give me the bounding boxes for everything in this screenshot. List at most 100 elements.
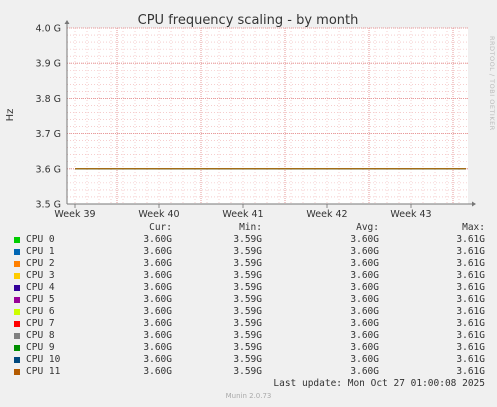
legend-row: CPU 9 3.60G 3.59G 3.60G 3.61G (0, 342, 497, 354)
legend-max-value: 3.61G (456, 330, 485, 341)
y-tick-label: 3.5 G (36, 200, 62, 211)
legend-min-value: 3.59G (233, 330, 262, 341)
legend-series-name: CPU 0 (26, 234, 55, 245)
legend-cur-value: 3.60G (143, 270, 172, 281)
y-axis-label: Hz (5, 109, 16, 122)
legend-avg-value: 3.60G (350, 318, 379, 329)
legend-swatch (14, 273, 20, 279)
grid (67, 27, 468, 205)
legend-cur-value: 3.60G (143, 234, 172, 245)
legend-min-value: 3.59G (233, 294, 262, 305)
legend-series-name: CPU 5 (26, 294, 55, 305)
legend-series-name: CPU 6 (26, 306, 55, 317)
legend-cur-value: 3.60G (143, 366, 172, 377)
legend-swatch (14, 261, 20, 267)
legend-min-value: 3.59G (233, 306, 262, 317)
legend-series-name: CPU 3 (26, 270, 55, 281)
legend-header: Cur: Min: Avg: Max: (0, 222, 497, 234)
legend-avg-value: 3.60G (350, 234, 379, 245)
legend-cur-value: 3.60G (143, 246, 172, 257)
legend-max-value: 3.61G (456, 258, 485, 269)
legend-max-value: 3.61G (456, 246, 485, 257)
legend-series-name: CPU 2 (26, 258, 55, 269)
legend-min-value: 3.59G (233, 354, 262, 365)
legend-series-name: CPU 7 (26, 318, 55, 329)
axes (64, 20, 476, 208)
legend-header-avg: Avg: (356, 222, 379, 233)
legend-max-value: 3.61G (456, 366, 485, 377)
legend-min-value: 3.59G (233, 258, 262, 269)
legend: Cur: Min: Avg: Max: CPU 0 3.60G 3.59G 3.60G… (0, 222, 497, 378)
legend-swatch (14, 369, 20, 375)
footer-version: Munin 2.0.73 (225, 392, 272, 400)
legend-max-value: 3.61G (456, 294, 485, 305)
legend-cur-value: 3.60G (143, 318, 172, 329)
legend-avg-value: 3.60G (350, 330, 379, 341)
legend-avg-value: 3.60G (350, 306, 379, 317)
legend-max-value: 3.61G (456, 354, 485, 365)
legend-series-name: CPU 10 (26, 354, 61, 365)
legend-swatch (14, 357, 20, 363)
y-tick-label: 3.6 G (36, 164, 62, 175)
x-tick-label: Week 39 (54, 209, 95, 220)
legend-max-value: 3.61G (456, 342, 485, 353)
legend-swatch (14, 321, 20, 327)
legend-cur-value: 3.60G (143, 330, 172, 341)
legend-row: CPU 10 3.60G 3.59G 3.60G 3.61G (0, 354, 497, 366)
legend-max-value: 3.61G (456, 282, 485, 293)
legend-series-name: CPU 11 (26, 366, 61, 377)
legend-cur-value: 3.60G (143, 354, 172, 365)
y-tick-labels: 3.5 G 3.6 G 3.7 G 3.8 G 3.9 G 4.0 G (36, 24, 62, 211)
legend-avg-value: 3.60G (350, 270, 379, 281)
x-tick-label: Week 40 (138, 209, 179, 220)
legend-avg-value: 3.60G (350, 246, 379, 257)
legend-header-cur: Cur: (149, 222, 172, 233)
legend-swatch (14, 297, 20, 303)
legend-row: CPU 11 3.60G 3.59G 3.60G 3.61G (0, 366, 497, 378)
legend-row: CPU 4 3.60G 3.59G 3.60G 3.61G (0, 282, 497, 294)
legend-header-max: Max: (462, 222, 485, 233)
legend-min-value: 3.59G (233, 318, 262, 329)
legend-min-value: 3.59G (233, 282, 262, 293)
legend-row: CPU 2 3.60G 3.59G 3.60G 3.61G (0, 258, 497, 270)
y-tick-label: 4.0 G (36, 24, 62, 35)
legend-avg-value: 3.60G (350, 342, 379, 353)
legend-row: CPU 8 3.60G 3.59G 3.60G 3.61G (0, 330, 497, 342)
legend-avg-value: 3.60G (350, 354, 379, 365)
chart-title: CPU frequency scaling - by month (138, 13, 359, 28)
legend-min-value: 3.59G (233, 366, 262, 377)
chart: CPU frequency scaling - by month Hz 3.5 … (5, 13, 476, 220)
legend-avg-value: 3.60G (350, 282, 379, 293)
x-axis-arrow (472, 201, 476, 207)
legend-swatch (14, 309, 20, 315)
legend-avg-value: 3.60G (350, 258, 379, 269)
legend-row: CPU 7 3.60G 3.59G 3.60G 3.61G (0, 318, 497, 330)
plot-area (67, 28, 468, 204)
legend-row: CPU 3 3.60G 3.59G 3.60G 3.61G (0, 270, 497, 282)
x-tick-labels: Week 39 Week 40 Week 41 Week 42 Week 43 (54, 209, 431, 220)
legend-cur-value: 3.60G (143, 258, 172, 269)
y-tick-label: 3.7 G (36, 129, 62, 140)
legend-row: CPU 6 3.60G 3.59G 3.60G 3.61G (0, 306, 497, 318)
legend-cur-value: 3.60G (143, 282, 172, 293)
x-tick-label: Week 43 (390, 209, 431, 220)
legend-rows: CPU 0 3.60G 3.59G 3.60G 3.61G CPU 1 3.60G 3.59G… (0, 234, 497, 378)
legend-max-value: 3.61G (456, 270, 485, 281)
x-tick-label: Week 41 (222, 209, 263, 220)
legend-series-name: CPU 9 (26, 342, 55, 353)
legend-min-value: 3.59G (233, 342, 262, 353)
legend-min-value: 3.59G (233, 246, 262, 257)
legend-series-name: CPU 4 (26, 282, 55, 293)
legend-cur-value: 3.60G (143, 342, 172, 353)
rrdtool-watermark: RRDTOOL / TOBI OETIKER (488, 36, 496, 131)
legend-swatch (14, 237, 20, 243)
legend-min-value: 3.59G (233, 270, 262, 281)
legend-swatch (14, 333, 20, 339)
legend-swatch (14, 285, 20, 291)
legend-avg-value: 3.60G (350, 366, 379, 377)
legend-avg-value: 3.60G (350, 294, 379, 305)
x-tick-label: Week 42 (306, 209, 347, 220)
legend-min-value: 3.59G (233, 234, 262, 245)
legend-row: CPU 0 3.60G 3.59G 3.60G 3.61G (0, 234, 497, 246)
legend-cur-value: 3.60G (143, 294, 172, 305)
